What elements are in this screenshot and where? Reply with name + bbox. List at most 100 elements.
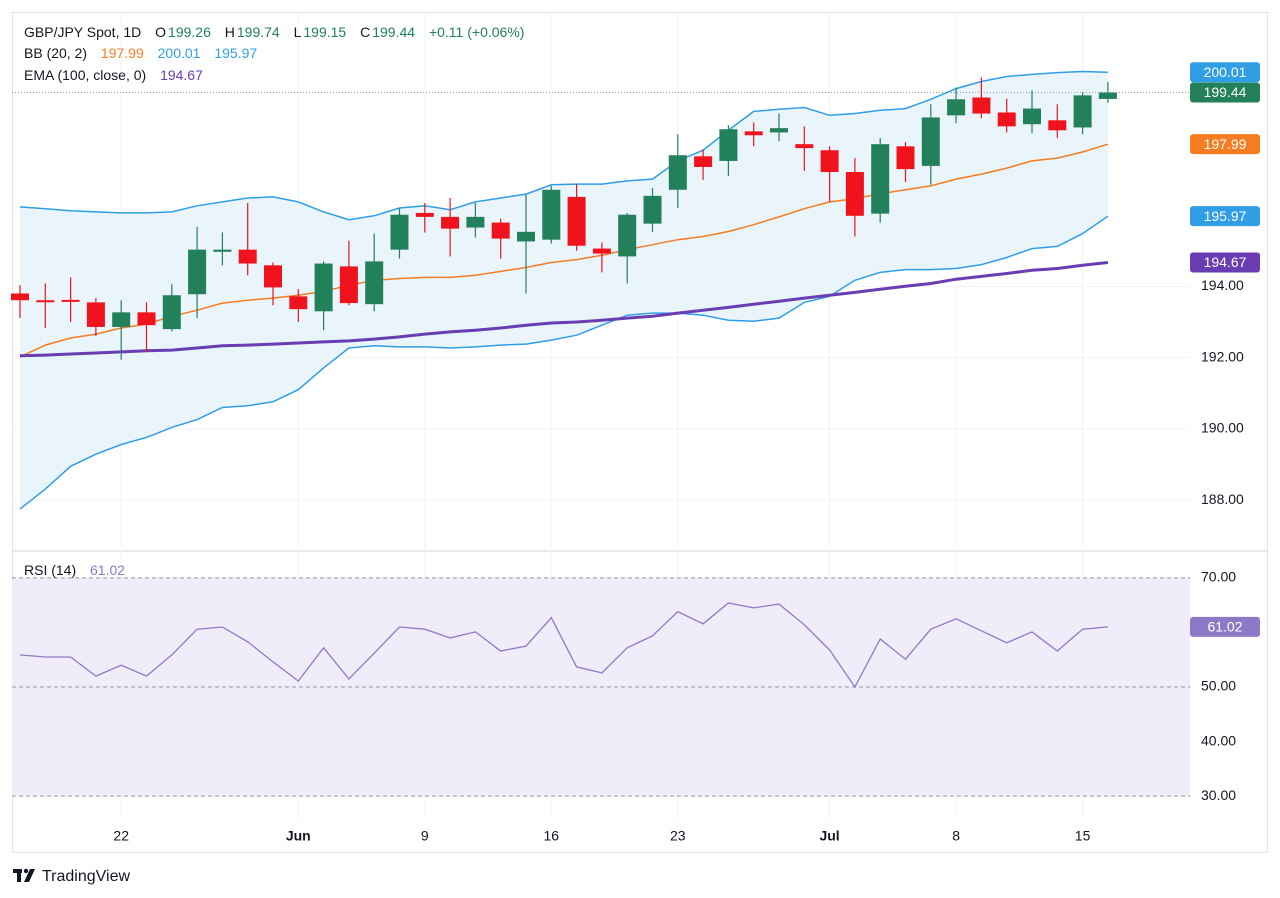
y-tick-label: 190.00 [1201,420,1244,436]
frame [12,12,1268,853]
x-tick-label: 23 [670,828,686,844]
rsi-name: RSI (14) [24,562,77,578]
brand-name: TradingView [42,868,130,885]
y-tick-label: 70.00 [1201,569,1236,585]
symbol: GBP/JPY Spot, 1D [24,24,142,40]
candle-body [947,99,966,116]
price-badge-label: 194.67 [1204,254,1247,270]
candle-body [491,222,510,239]
bb-lower-value: 195.97 [214,45,258,61]
candle-body [1023,108,1041,125]
band-fill [20,71,1108,509]
candle-body [441,216,460,229]
indicator-line [19,215,1109,510]
low-prefix: L [293,24,302,40]
candle-body [61,299,80,302]
candle-body [643,195,662,224]
x-tick-label: Jul [819,828,839,844]
rsi-line [19,602,1108,689]
price-badge-label: 195.97 [1204,208,1247,224]
candle-body [795,144,814,149]
candle-body [1048,120,1067,131]
candle-body [517,231,535,242]
y-tick-label: 40.00 [1201,732,1236,748]
candle-body [896,146,915,170]
candle-body [694,156,713,167]
price-badge [1190,252,1260,273]
open-prefix: O [155,24,167,40]
candle-body [820,150,839,172]
price-badge-label: 197.99 [1204,136,1247,152]
x-tick-label: 22 [113,828,129,844]
candle-body [289,296,308,310]
ema-name: EMA (100, close, 0) [24,67,147,83]
price-badge-label: 199.44 [1204,84,1247,100]
candle-body [339,266,358,304]
price-badge [1190,206,1260,227]
high-prefix: H [224,24,235,40]
change: +0.11 (+0.06%) [428,24,525,40]
ema-value: 194.67 [160,67,203,83]
candle-body [213,249,232,252]
price-badge [1190,616,1260,637]
indicator-line [19,261,1109,358]
candle-body [466,216,485,228]
candle-body [238,249,257,264]
bb-legend: BB (20, 2) 197.99 200.01 195.97 [24,45,259,61]
price-legend: GBP/JPY Spot, 1D O 199.26 H 199.74 L 199.15… [24,24,526,40]
candle-body [871,144,890,214]
y-tick-label: 192.00 [1201,348,1244,364]
open-value: 199.26 [168,24,211,40]
indicator-line [19,70,1108,221]
candle-body [618,214,637,257]
x-tick-label: 16 [544,828,560,844]
candle-body [162,295,181,330]
candle-body [390,214,409,250]
price-badge [1190,82,1260,103]
close-value: 199.44 [372,24,416,40]
x-tick-label: 8 [952,828,960,844]
y-tick-label: 50.00 [1201,678,1236,694]
candle-body [1073,95,1092,128]
bb-upper-value: 200.01 [157,45,201,61]
candle-body [719,129,738,161]
rsi-value: 61.02 [90,562,126,578]
candle-body [567,196,586,246]
ema-legend: EMA (100, close, 0) 194.67 [24,67,205,83]
y-tick-label: 188.00 [1201,491,1244,507]
candle-body [668,155,687,190]
candle-body [997,112,1016,127]
close-prefix: C [360,24,371,40]
candle-body [112,312,131,327]
candle-body [1098,92,1117,99]
high-value: 199.74 [236,24,280,40]
candle-body [972,97,991,114]
candle-body [365,261,384,305]
candle-body [11,293,29,301]
candle-body [188,249,207,295]
y-tick-label: 194.00 [1201,277,1244,293]
candle-body [264,265,282,288]
logo [13,868,35,882]
candle-body [36,300,55,303]
price-badge-label: 200.01 [1204,64,1247,80]
candle-body [542,189,561,240]
y-tick-label: 30.00 [1201,787,1236,803]
price-badge-label: 61.02 [1207,619,1242,635]
candle-body [592,248,611,254]
x-tick-label: 15 [1075,828,1091,844]
bb-name: BB (20, 2) [24,45,88,61]
price-badge [1190,62,1260,83]
x-tick-label: 9 [421,828,429,844]
candle-body [744,131,763,136]
price-badge [1190,134,1260,155]
x-tick-label: Jun [286,828,311,844]
candle-body [86,302,105,327]
bb-middle-value: 197.99 [100,45,144,61]
candle-body [314,263,333,312]
candle-body [921,117,940,166]
candle-body [845,171,864,216]
low-value: 199.15 [303,24,347,40]
